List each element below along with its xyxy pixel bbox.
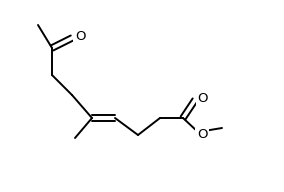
Text: O: O xyxy=(75,30,85,42)
Text: O: O xyxy=(198,92,208,104)
Text: O: O xyxy=(197,127,207,141)
